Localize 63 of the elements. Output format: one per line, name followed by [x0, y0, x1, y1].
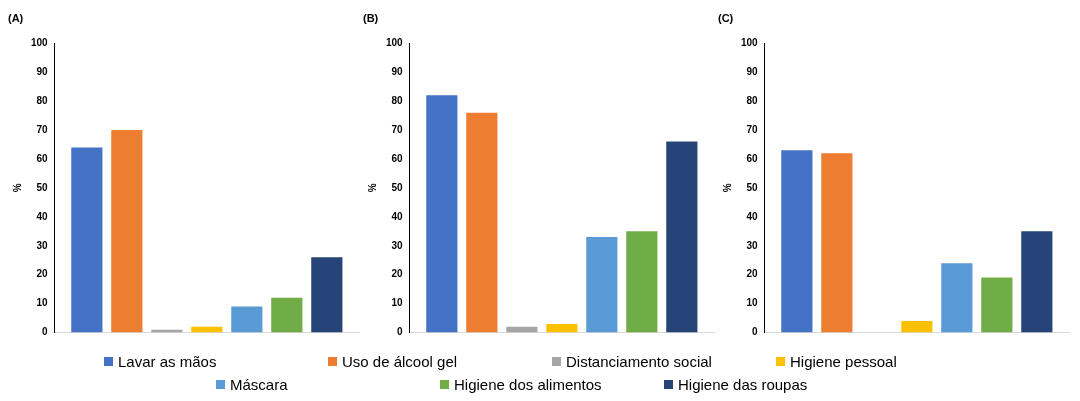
legend-label: Lavar as mãos	[118, 353, 217, 370]
y-tick-label: 90	[746, 65, 759, 77]
y-tick-label: 20	[746, 268, 759, 280]
y-tick-label: 50	[391, 181, 404, 193]
y-tick-label: 40	[36, 210, 49, 222]
y-tick-label: 40	[746, 210, 759, 222]
bar	[821, 153, 853, 333]
y-tick-label: 70	[746, 123, 759, 135]
y-tick-label: 70	[391, 123, 404, 135]
y-tick-label: 10	[36, 297, 49, 309]
y-tick-label: 80	[36, 94, 49, 106]
y-tick-label: 60	[746, 152, 759, 164]
y-tick-label: 80	[391, 94, 404, 106]
y-tick-label: 20	[36, 268, 49, 280]
bar	[981, 277, 1013, 333]
y-tick-label: 10	[391, 297, 404, 309]
y-tick-label: 30	[36, 239, 49, 251]
bar	[901, 321, 933, 333]
y-tick-label: 10	[746, 297, 759, 309]
bar	[466, 112, 498, 333]
y-tick-label: 60	[391, 152, 404, 164]
legend-label: Higiene pessoal	[790, 353, 897, 370]
y-tick-label: 0	[397, 326, 404, 338]
bar	[71, 147, 103, 333]
y-tick-label: 90	[391, 65, 404, 77]
y-tick-label: 40	[391, 210, 404, 222]
y-tick-label: 60	[36, 152, 49, 164]
legend-label: Uso de álcool gel	[342, 353, 458, 370]
y-tick-label: 0	[42, 326, 49, 338]
legend-label: Higiene dos alimentos	[454, 376, 602, 393]
bar	[111, 130, 143, 333]
y-tick-label: 70	[36, 123, 49, 135]
bar	[586, 237, 618, 333]
chart-title: (B)	[363, 11, 379, 24]
bar	[546, 323, 578, 333]
y-tick-label: 30	[746, 239, 759, 251]
y-tick-label: 100	[386, 36, 404, 48]
legend-label: Distanciamento social	[566, 353, 712, 370]
y-tick-label: 20	[391, 268, 404, 280]
chart-title: (A)	[8, 11, 24, 24]
chart-title: (C)	[718, 11, 734, 24]
y-tick-label: 100	[31, 36, 49, 48]
y-axis-title: %	[366, 183, 378, 193]
y-axis-title: %	[11, 183, 23, 193]
bar	[626, 231, 658, 333]
y-tick-label: 80	[746, 94, 759, 106]
legend-label: Higiene das roupas	[678, 376, 808, 393]
legend-label: Máscara	[230, 376, 288, 393]
y-tick-label: 50	[36, 181, 49, 193]
bar	[781, 150, 813, 333]
bar	[271, 297, 303, 333]
bar	[666, 141, 698, 333]
bar	[1021, 231, 1053, 333]
bar	[231, 306, 263, 333]
y-axis-title: %	[721, 183, 733, 193]
bar	[426, 95, 458, 333]
y-tick-label: 100	[741, 36, 759, 48]
y-tick-label: 30	[391, 239, 404, 251]
bar	[941, 263, 973, 333]
y-tick-label: 50	[746, 181, 759, 193]
y-tick-label: 0	[752, 326, 759, 338]
bar	[311, 257, 343, 333]
y-tick-label: 90	[36, 65, 49, 77]
